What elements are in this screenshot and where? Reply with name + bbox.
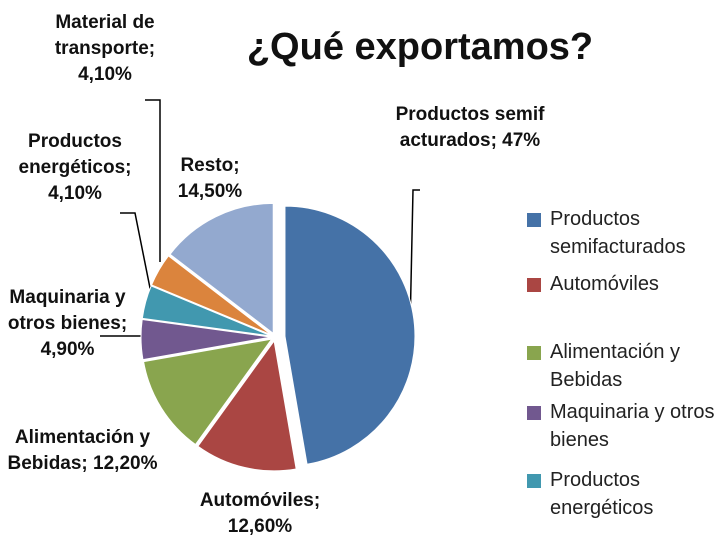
leader-line [409, 189, 420, 331]
data-label: Productos semifacturados; 47% [395, 104, 545, 151]
legend-label: Alimentación y Bebidas [550, 341, 681, 391]
data-label: Resto; 14,50% [177, 155, 243, 202]
leader-line [120, 212, 152, 294]
legend-swatch [527, 213, 541, 227]
pie-slice [141, 285, 272, 337]
legend-label: Productos semifacturados [550, 208, 686, 258]
pie-slice [140, 318, 272, 361]
data-label: Productos energéticos; 4,10% [18, 131, 132, 204]
leader-line [145, 99, 161, 262]
legend-label: Maquinaria y otros bienes [550, 401, 715, 451]
pie-slice [169, 202, 274, 335]
legend-swatch [527, 406, 541, 420]
legend-swatch [527, 474, 541, 488]
legend-swatch [527, 278, 541, 292]
chart-title: ¿Qué exportamos? [246, 26, 594, 68]
legend-label: Automóviles [550, 273, 659, 295]
data-label: Automóviles; 12,60% [199, 490, 321, 537]
data-label: Alimentación y Bebidas; 12,20% [7, 427, 158, 474]
legend-swatch [527, 346, 541, 360]
pie-slice [197, 339, 297, 472]
data-label: Maquinaria y otros bienes; 4,90% [7, 287, 128, 360]
legend-label: Productos energéticos [550, 469, 654, 519]
leader-lines [100, 99, 420, 337]
pie-slice [150, 255, 272, 336]
pie-slice [284, 205, 416, 465]
pie-slice [142, 338, 273, 446]
data-label: Material de transporte; 4,10% [54, 12, 156, 85]
